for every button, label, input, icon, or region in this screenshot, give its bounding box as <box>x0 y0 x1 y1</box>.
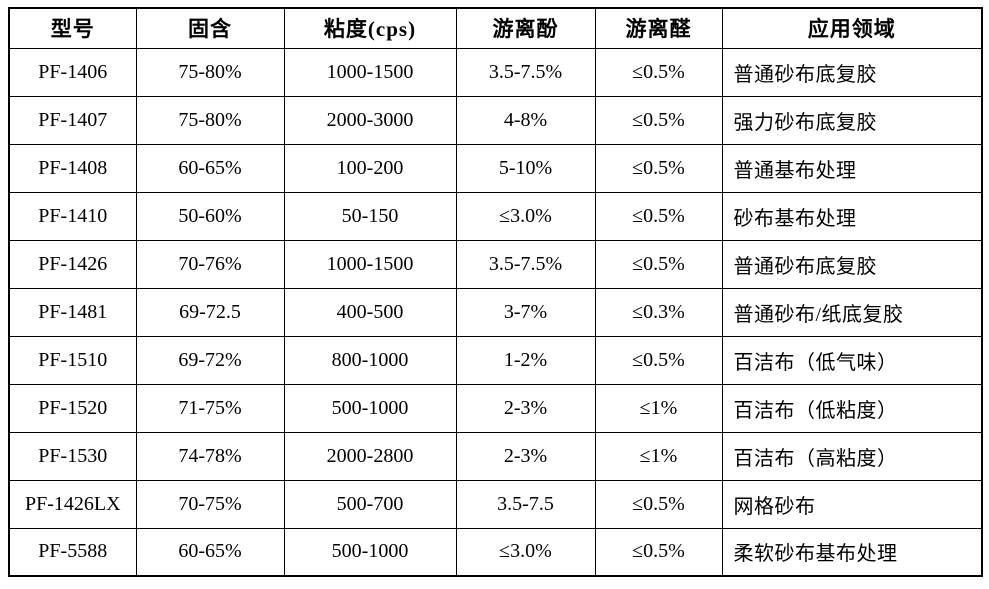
column-header-aldehyde: 游离醛 <box>594 7 723 49</box>
cell-aldehyde: ≤0.5% <box>594 191 723 241</box>
column-header-phenol: 游离酚 <box>455 7 596 49</box>
cell-model: PF-5588 <box>8 527 137 577</box>
cell-aldehyde: ≤0.5% <box>594 239 723 289</box>
column-header-solid: 固含 <box>135 7 285 49</box>
column-header-application: 应用领域 <box>721 7 983 49</box>
cell-solid: 60-65% <box>135 527 285 577</box>
cell-solid: 75-80% <box>135 47 285 97</box>
cell-solid: 70-76% <box>135 239 285 289</box>
table-row: PF-1426LX 70-75% 500-700 3.5-7.5 ≤0.5% 网格砂布 <box>8 479 983 529</box>
cell-application: 普通砂布/纸底复胶 <box>721 287 983 337</box>
column-header-viscosity: 粘度(cps) <box>283 7 457 49</box>
cell-model: PF-1520 <box>8 383 137 433</box>
cell-model: PF-1530 <box>8 431 137 481</box>
cell-viscosity: 500-700 <box>283 479 457 529</box>
cell-aldehyde: ≤1% <box>594 431 723 481</box>
cell-phenol: 3-7% <box>455 287 596 337</box>
cell-model: PF-1410 <box>8 191 137 241</box>
cell-viscosity: 2000-2800 <box>283 431 457 481</box>
cell-viscosity: 500-1000 <box>283 383 457 433</box>
cell-application: 强力砂布底复胶 <box>721 95 983 145</box>
cell-phenol: 3.5-7.5% <box>455 239 596 289</box>
table-row: PF-1407 75-80% 2000-3000 4-8% ≤0.5% 强力砂布底复胶 <box>8 95 983 145</box>
cell-aldehyde: ≤0.5% <box>594 335 723 385</box>
cell-viscosity: 50-150 <box>283 191 457 241</box>
cell-aldehyde: ≤1% <box>594 383 723 433</box>
cell-aldehyde: ≤0.5% <box>594 479 723 529</box>
cell-application: 普通砂布底复胶 <box>721 47 983 97</box>
cell-application: 普通基布处理 <box>721 143 983 193</box>
cell-viscosity: 2000-3000 <box>283 95 457 145</box>
cell-aldehyde: ≤0.5% <box>594 143 723 193</box>
cell-model: PF-1426 <box>8 239 137 289</box>
product-spec-table: 型号 固含 粘度(cps) 游离酚 游离醛 应用领域 PF-1406 75-80% 1000-… <box>8 7 983 577</box>
cell-viscosity: 800-1000 <box>283 335 457 385</box>
column-header-model: 型号 <box>8 7 137 49</box>
cell-phenol: 5-10% <box>455 143 596 193</box>
table-row: PF-5588 60-65% 500-1000 ≤3.0% ≤0.5% 柔软砂布基布处理 <box>8 527 983 577</box>
cell-solid: 75-80% <box>135 95 285 145</box>
cell-viscosity: 100-200 <box>283 143 457 193</box>
cell-model: PF-1481 <box>8 287 137 337</box>
table-row: PF-1520 71-75% 500-1000 2-3% ≤1% 百洁布（低粘度） <box>8 383 983 433</box>
cell-application: 柔软砂布基布处理 <box>721 527 983 577</box>
cell-aldehyde: ≤0.5% <box>594 95 723 145</box>
cell-viscosity: 1000-1500 <box>283 239 457 289</box>
cell-aldehyde: ≤0.5% <box>594 527 723 577</box>
cell-application: 百洁布（高粘度） <box>721 431 983 481</box>
cell-model: PF-1510 <box>8 335 137 385</box>
cell-phenol: 2-3% <box>455 431 596 481</box>
cell-phenol: 4-8% <box>455 95 596 145</box>
table-row: PF-1408 60-65% 100-200 5-10% ≤0.5% 普通基布处理 <box>8 143 983 193</box>
cell-phenol: 3.5-7.5 <box>455 479 596 529</box>
cell-viscosity: 400-500 <box>283 287 457 337</box>
cell-application: 普通砂布底复胶 <box>721 239 983 289</box>
cell-phenol: ≤3.0% <box>455 527 596 577</box>
table-row: PF-1410 50-60% 50-150 ≤3.0% ≤0.5% 砂布基布处理 <box>8 191 983 241</box>
cell-phenol: ≤3.0% <box>455 191 596 241</box>
cell-solid: 70-75% <box>135 479 285 529</box>
cell-solid: 60-65% <box>135 143 285 193</box>
cell-application: 百洁布（低粘度） <box>721 383 983 433</box>
header-row: 型号 固含 粘度(cps) 游离酚 游离醛 应用领域 <box>8 7 983 49</box>
cell-aldehyde: ≤0.5% <box>594 47 723 97</box>
table-row: PF-1530 74-78% 2000-2800 2-3% ≤1% 百洁布（高粘度） <box>8 431 983 481</box>
cell-aldehyde: ≤0.3% <box>594 287 723 337</box>
table-row: PF-1510 69-72% 800-1000 1-2% ≤0.5% 百洁布（低气味） <box>8 335 983 385</box>
cell-solid: 50-60% <box>135 191 285 241</box>
cell-model: PF-1426LX <box>8 479 137 529</box>
cell-application: 网格砂布 <box>721 479 983 529</box>
cell-model: PF-1407 <box>8 95 137 145</box>
table-row: PF-1406 75-80% 1000-1500 3.5-7.5% ≤0.5% 普通砂布底… <box>8 47 983 97</box>
cell-model: PF-1406 <box>8 47 137 97</box>
cell-solid: 69-72% <box>135 335 285 385</box>
cell-application: 百洁布（低气味） <box>721 335 983 385</box>
cell-solid: 74-78% <box>135 431 285 481</box>
cell-viscosity: 500-1000 <box>283 527 457 577</box>
cell-phenol: 3.5-7.5% <box>455 47 596 97</box>
cell-phenol: 1-2% <box>455 335 596 385</box>
table-row: PF-1481 69-72.5 400-500 3-7% ≤0.3% 普通砂布/纸底复胶 <box>8 287 983 337</box>
cell-solid: 69-72.5 <box>135 287 285 337</box>
table-row: PF-1426 70-76% 1000-1500 3.5-7.5% ≤0.5% 普通砂布底… <box>8 239 983 289</box>
cell-application: 砂布基布处理 <box>721 191 983 241</box>
cell-viscosity: 1000-1500 <box>283 47 457 97</box>
cell-model: PF-1408 <box>8 143 137 193</box>
cell-phenol: 2-3% <box>455 383 596 433</box>
cell-solid: 71-75% <box>135 383 285 433</box>
